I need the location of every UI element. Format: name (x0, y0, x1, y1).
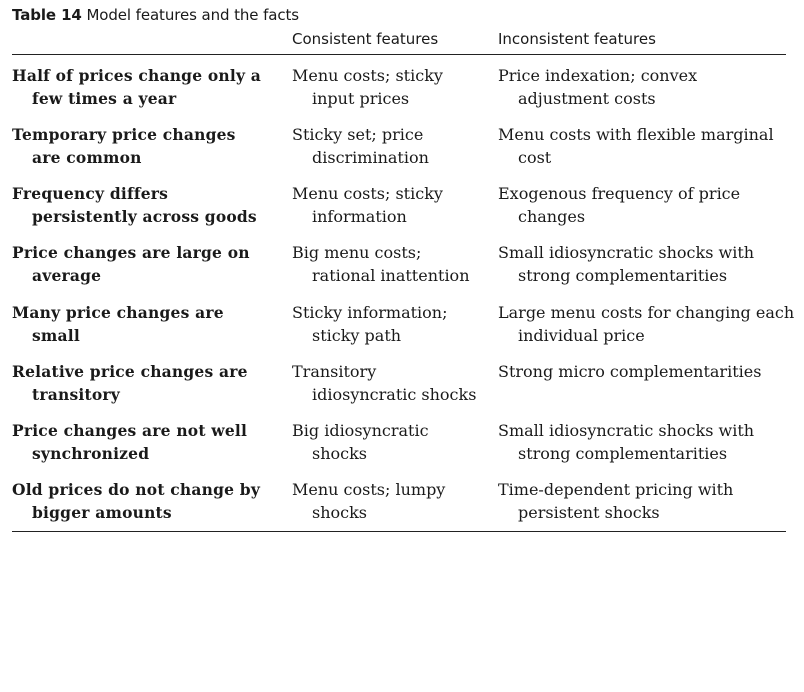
consistent-cell: Sticky set; price discrimination (292, 123, 492, 169)
consistent-cell: Menu costs; lumpy shocks (292, 478, 492, 524)
table-top-rule (12, 54, 786, 55)
table-number: Table 14 (12, 6, 82, 24)
inconsistent-cell-line: Strong micro complementarities (498, 362, 762, 381)
table-row: Relative price changes are transitory Tran… (12, 360, 788, 406)
inconsistent-cell-line: Small idiosyncratic shocks with (498, 243, 755, 262)
fact-cell-line: average (32, 266, 102, 285)
consistent-cell-line: shocks (312, 444, 368, 463)
header-inconsistent-features: Inconsistent features (498, 30, 656, 48)
consistent-cell-line: Transitory (292, 362, 377, 381)
table-row: Frequency differs persistently across goo… (12, 182, 788, 228)
consistent-cell: Transitory idiosyncratic shocks (292, 360, 492, 406)
consistent-cell-line: Menu costs; sticky (292, 184, 443, 203)
inconsistent-cell-line: strong complementarities (518, 266, 728, 285)
consistent-cell-line: Sticky information; (292, 303, 448, 322)
fact-cell: Many price changes are small (12, 301, 282, 347)
inconsistent-cell-line: persistent shocks (518, 503, 660, 522)
consistent-cell-line: Big menu costs; (292, 243, 422, 262)
table-row: Old prices do not change by bigger amount… (12, 478, 788, 524)
fact-cell-line: bigger amounts (32, 503, 172, 522)
fact-cell: Frequency differs persistently across goo… (12, 182, 282, 228)
consistent-cell-line: Big idiosyncratic (292, 421, 429, 440)
inconsistent-cell: Strong micro complementarities (498, 360, 790, 383)
inconsistent-cell: Small idiosyncratic shocks with strong co… (498, 241, 790, 287)
fact-cell: Temporary price changes are common (12, 123, 282, 169)
consistent-cell-line: input prices (312, 89, 410, 108)
consistent-cell: Sticky information; sticky path (292, 301, 492, 347)
inconsistent-cell-line: adjustment costs (518, 89, 656, 108)
fact-cell-line: Old prices do not change by (12, 480, 261, 499)
table-row: Price changes are large on average Big men… (12, 241, 788, 287)
fact-cell: Relative price changes are transitory (12, 360, 282, 406)
fact-cell-line: Frequency differs (12, 184, 169, 203)
fact-cell: Half of prices change only a few times a … (12, 64, 282, 110)
table-caption: Table 14 Model features and the facts (12, 6, 299, 24)
fact-cell-line: few times a year (32, 89, 177, 108)
consistent-cell-line: discrimination (312, 148, 429, 167)
inconsistent-cell-line: Price indexation; convex (498, 66, 698, 85)
consistent-cell-line: idiosyncratic shocks (312, 385, 477, 404)
inconsistent-cell-line: changes (518, 207, 586, 226)
fact-cell-line: Price changes are large on (12, 243, 250, 262)
inconsistent-cell-line: Small idiosyncratic shocks with (498, 421, 755, 440)
table-title: Model features and the facts (86, 6, 299, 24)
consistent-cell: Big idiosyncratic shocks (292, 419, 492, 465)
consistent-cell-line: Sticky set; price (292, 125, 424, 144)
fact-cell-line: Price changes are not well (12, 421, 248, 440)
inconsistent-cell-line: strong complementarities (518, 444, 728, 463)
inconsistent-cell-line: Large menu costs for changing each (498, 303, 795, 322)
fact-cell-line: Relative price changes are (12, 362, 248, 381)
header-consistent-features: Consistent features (292, 30, 439, 48)
inconsistent-cell: Time-dependent pricing with persistent sh… (498, 478, 790, 524)
inconsistent-cell-line: Menu costs with flexible marginal (498, 125, 774, 144)
consistent-cell: Big menu costs; rational inattention (292, 241, 492, 287)
consistent-cell-line: sticky path (312, 326, 402, 345)
table-row: Many price changes are small Sticky inform… (12, 301, 795, 347)
fact-cell: Price changes are not well synchronized (12, 419, 282, 465)
fact-cell: Price changes are large on average (12, 241, 282, 287)
inconsistent-cell: Price indexation; convex adjustment costs (498, 64, 790, 110)
inconsistent-cell: Exogenous frequency of price changes (498, 182, 790, 228)
fact-cell-line: Temporary price changes (12, 125, 236, 144)
inconsistent-cell-line: cost (518, 148, 552, 167)
inconsistent-cell-line: individual price (518, 326, 645, 345)
consistent-cell-line: rational inattention (312, 266, 470, 285)
consistent-cell: Menu costs; sticky input prices (292, 64, 492, 110)
fact-cell-line: transitory (32, 385, 120, 404)
consistent-cell-line: Menu costs; sticky (292, 66, 443, 85)
inconsistent-cell: Large menu costs for changing each indivi… (498, 301, 795, 347)
table-bottom-rule (12, 531, 786, 532)
fact-cell-line: Half of prices change only a (12, 66, 262, 85)
consistent-cell-line: shocks (312, 503, 368, 522)
fact-cell-line: are common (32, 148, 142, 167)
inconsistent-cell-line: Time-dependent pricing with (498, 480, 734, 499)
table-row: Temporary price changes are common Sticky … (12, 123, 788, 169)
inconsistent-cell: Menu costs with flexible marginal cost (498, 123, 790, 169)
fact-cell-line: persistently across goods (32, 207, 257, 226)
fact-cell-line: small (32, 326, 80, 345)
inconsistent-cell-line: Exogenous frequency of price (498, 184, 741, 203)
consistent-cell-line: information (312, 207, 407, 226)
fact-cell-line: Many price changes are (12, 303, 224, 322)
inconsistent-cell: Small idiosyncratic shocks with strong co… (498, 419, 790, 465)
consistent-cell-line: Menu costs; lumpy (292, 480, 446, 499)
fact-cell-line: synchronized (32, 444, 150, 463)
consistent-cell: Menu costs; sticky information (292, 182, 492, 228)
fact-cell: Old prices do not change by bigger amount… (12, 478, 282, 524)
table-row: Price changes are not well synchronized Bi… (12, 419, 788, 465)
table-row: Half of prices change only a few times a … (12, 64, 788, 110)
